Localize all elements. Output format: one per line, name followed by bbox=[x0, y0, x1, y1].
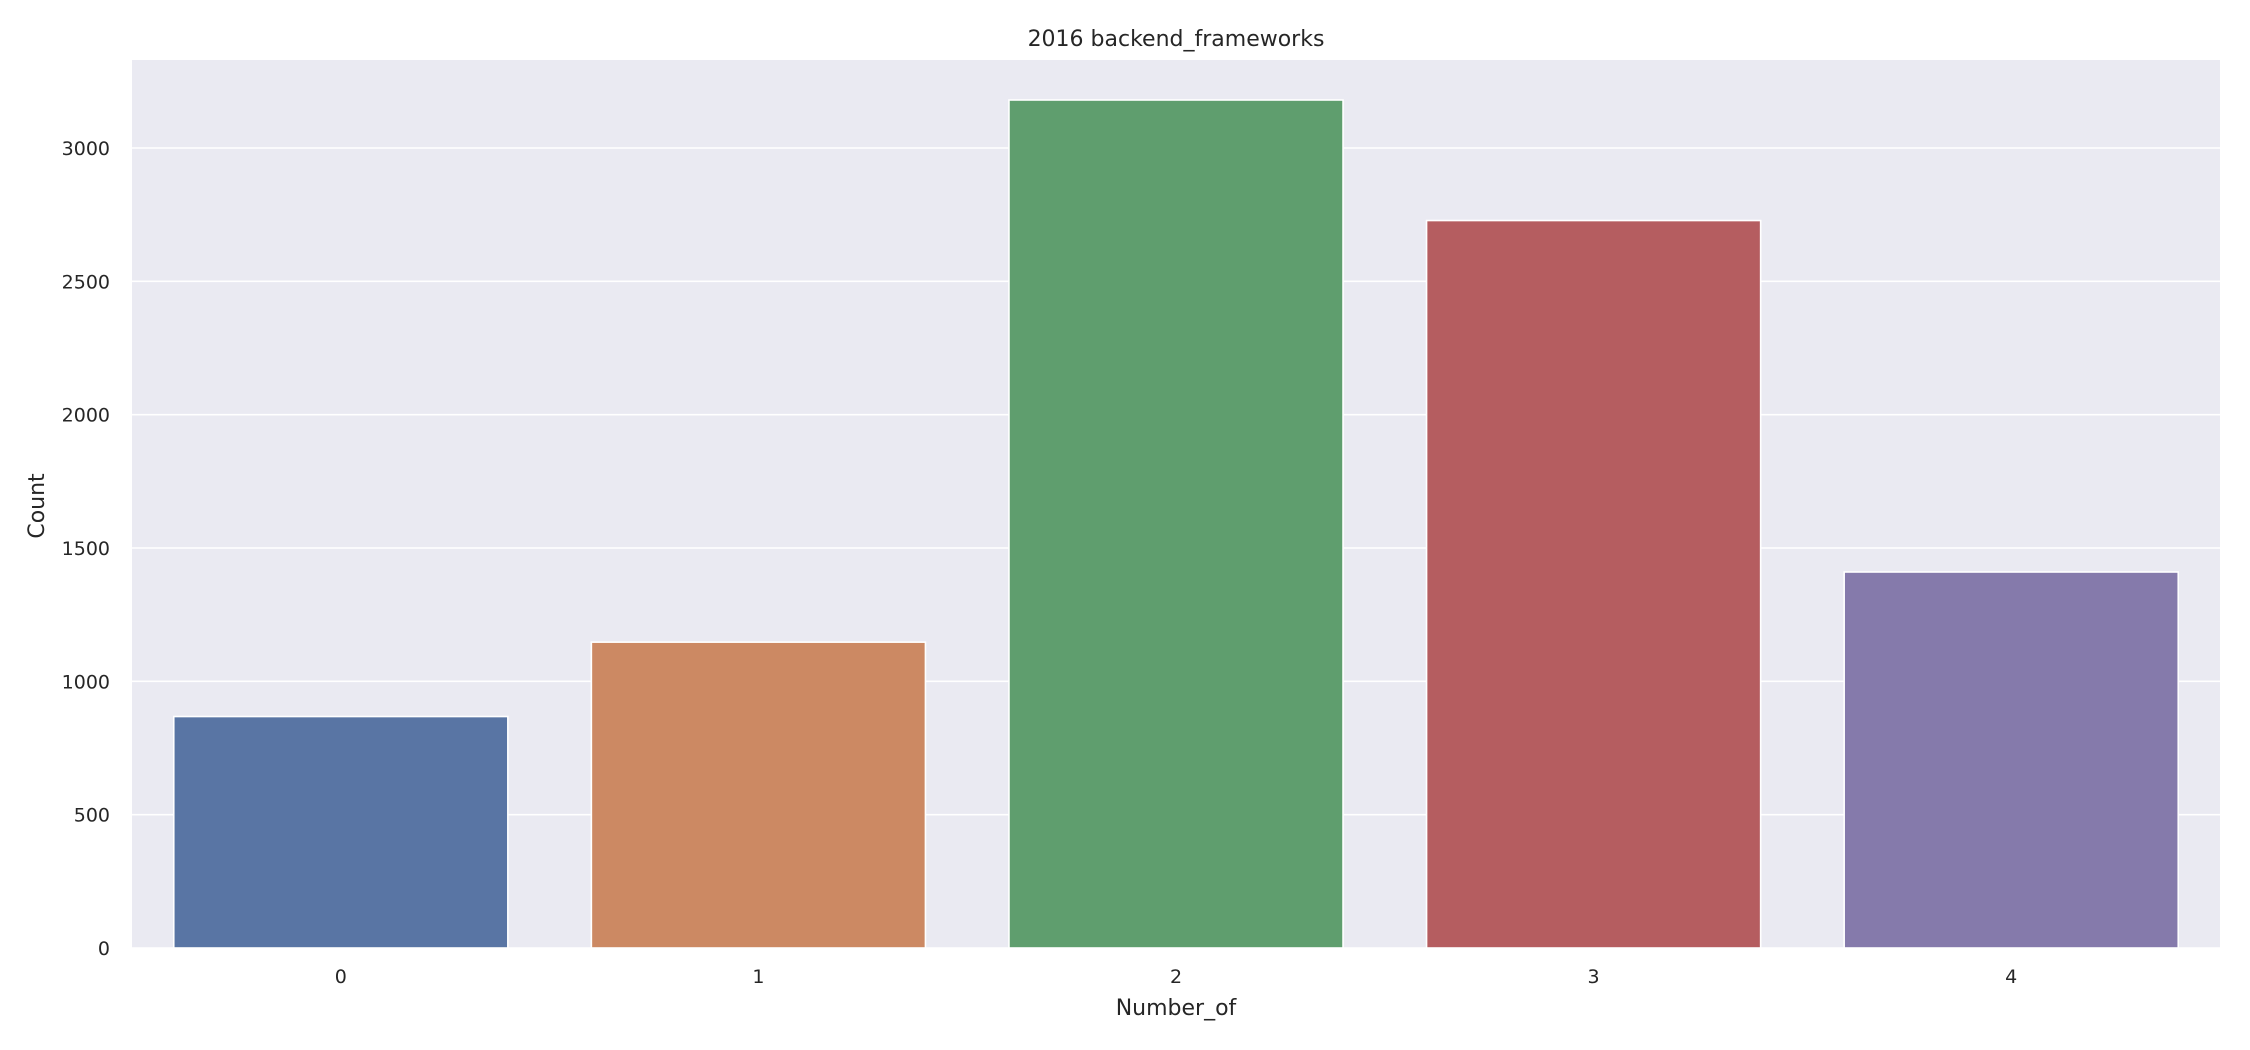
bar-3 bbox=[1425, 219, 1762, 949]
x-tick-label: 0 bbox=[335, 966, 347, 988]
x-tick-label: 1 bbox=[752, 966, 764, 988]
y-axis-ticks: 0 500 1000 1500 2000 2500 3000 bbox=[62, 138, 110, 960]
y-tick-label: 2000 bbox=[62, 405, 110, 427]
bar-0 bbox=[172, 715, 509, 949]
y-tick-label: 1000 bbox=[62, 671, 110, 693]
x-axis-ticks: 0 1 2 3 4 bbox=[335, 966, 2017, 988]
y-tick-label: 3000 bbox=[62, 138, 110, 160]
x-tick-label: 2 bbox=[1170, 966, 1182, 988]
chart-title: 2016 backend_frameworks bbox=[1028, 27, 1325, 52]
y-tick-label: 1500 bbox=[62, 538, 110, 560]
y-tick-label: 500 bbox=[74, 805, 110, 827]
x-tick-label: 4 bbox=[2005, 966, 2017, 988]
y-axis-label: Count bbox=[25, 473, 50, 539]
y-tick-label: 2500 bbox=[62, 271, 110, 293]
x-tick-label: 3 bbox=[1588, 966, 1600, 988]
bar-4 bbox=[1843, 571, 2180, 949]
y-tick-label: 0 bbox=[98, 938, 110, 960]
x-axis-label: Number_of bbox=[1116, 996, 1238, 1021]
bar-1 bbox=[590, 641, 927, 949]
bar-2 bbox=[1008, 99, 1344, 949]
bars bbox=[172, 99, 2180, 949]
